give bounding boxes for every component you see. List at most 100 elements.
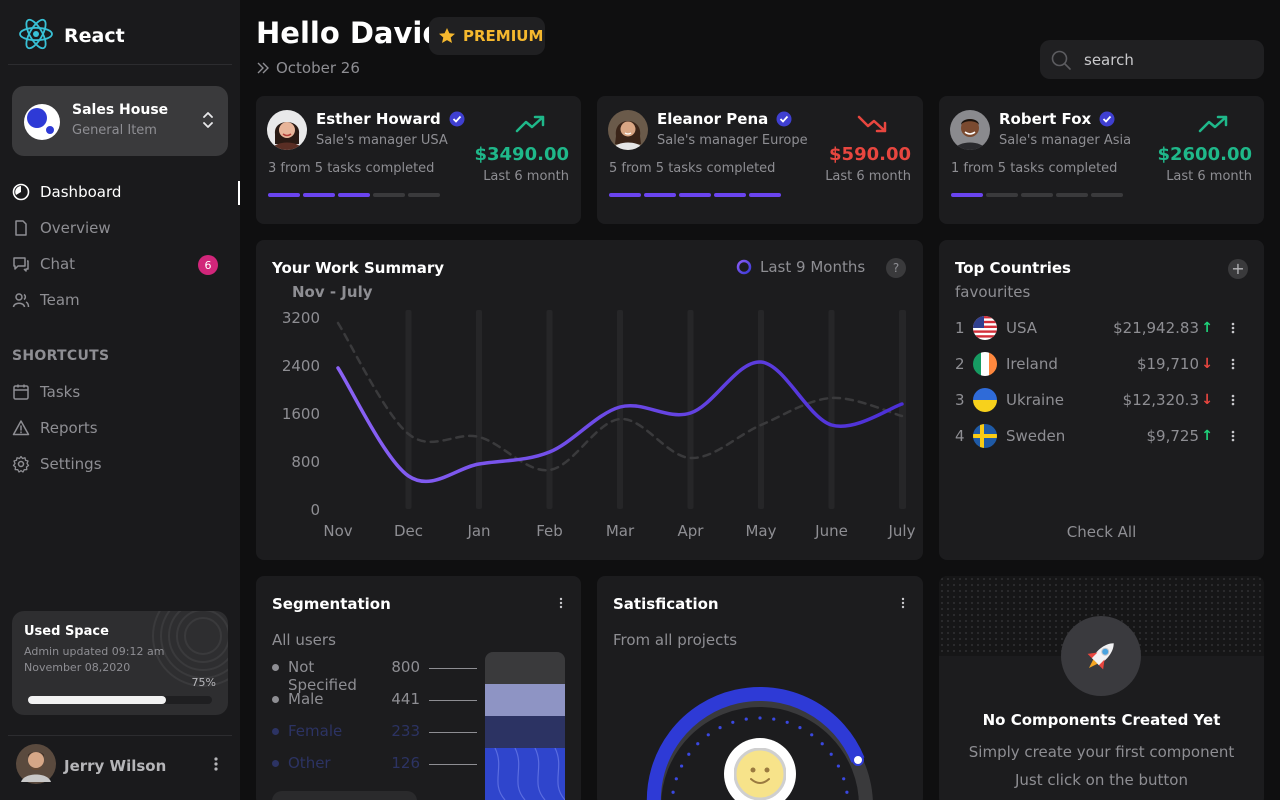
country-row[interactable]: 4 Sweden $9,725 ↑: [955, 424, 1251, 448]
country-rank: 3: [955, 391, 965, 409]
workspace-subtitle: General Item: [72, 123, 157, 138]
column-bar: [900, 310, 906, 509]
segment-connector: [429, 668, 477, 669]
gauge-dot: [836, 764, 841, 768]
user-profile[interactable]: Jerry Wilson: [16, 744, 166, 788]
sidebar-item-overview[interactable]: Overview: [12, 219, 111, 237]
gauge-dot: [798, 725, 802, 730]
more-vertical-icon[interactable]: [1231, 322, 1235, 334]
sidebar-item-settings[interactable]: Settings: [12, 455, 102, 473]
gauge-dot: [671, 790, 675, 794]
more-vertical-icon[interactable]: [559, 597, 563, 609]
segment-stack-bar: [485, 652, 565, 800]
premium-label: PREMIUM: [463, 27, 544, 45]
sidebar-item-chat[interactable]: Chat: [12, 255, 75, 273]
country-name: Ireland: [1006, 355, 1058, 373]
sidebar-item-label: Dashboard: [40, 183, 122, 201]
manager-card[interactable]: Esther Howard Sale's manager USA 3 from …: [256, 96, 581, 224]
smiley-icon: [734, 748, 786, 800]
used-space-progress: [28, 696, 212, 704]
sidebar-item-team[interactable]: Team: [12, 291, 80, 309]
check-all-link[interactable]: Check All: [1066, 523, 1137, 541]
country-name: USA: [1006, 319, 1038, 337]
country-row[interactable]: 1 USA $21,942.83 ↑: [955, 316, 1251, 340]
trend-down-icon: [857, 115, 887, 133]
x-tick-label: Nov: [323, 522, 352, 540]
y-tick-label: 0: [310, 501, 320, 519]
chevron-up-down-icon: [202, 110, 214, 134]
task-progress-segment: [1056, 193, 1088, 197]
add-button[interactable]: +: [1228, 259, 1248, 279]
empty-state-line: Just click on the button: [1015, 771, 1188, 789]
gauge-dot: [718, 725, 722, 730]
search-input[interactable]: [1084, 50, 1244, 69]
segment-connector: [429, 764, 477, 765]
sidebar-item-label: Chat: [40, 255, 76, 273]
manager-name-text: Eleanor Pena: [657, 110, 769, 128]
country-row[interactable]: 3 Ukraine $12,320.3 ↓: [955, 388, 1251, 412]
calendar-icon: [13, 384, 29, 400]
active-indicator: [238, 181, 240, 205]
segment-block-male: [485, 684, 565, 716]
search-box[interactable]: [1040, 40, 1264, 79]
manager-tasks: 1 from 5 tasks completed: [951, 161, 1118, 176]
column-bar: [758, 310, 764, 509]
x-tick-label: July: [888, 522, 916, 540]
work-summary-chart: 0 800 1600 2400 3200 Nov Dec Jan Feb Mar Apr May Jun…: [282, 309, 916, 540]
gauge-dot: [772, 717, 776, 721]
breadcrumb: October 26: [256, 59, 360, 77]
document-icon: [15, 220, 27, 236]
used-space-percent: 75%: [191, 676, 216, 689]
manager-card[interactable]: Eleanor Pena Sale's manager Europe 5 fro…: [597, 96, 923, 224]
used-space-progress-fill: [28, 696, 166, 704]
used-space-updated: Admin updated 09:12 am November 08,2020: [24, 644, 164, 676]
arrow-down-icon: ↓: [1201, 392, 1213, 408]
workspace-switcher[interactable]: Sales House General Item: [12, 86, 228, 156]
x-tick-label: June: [814, 522, 848, 540]
task-progress-segment: [951, 193, 983, 197]
series-line-0: [336, 360, 904, 484]
more-vertical-icon[interactable]: [1231, 358, 1235, 370]
manager-card[interactable]: Robert Fox Sale's manager Asia 1 from 5 …: [939, 96, 1264, 224]
more-vertical-icon[interactable]: [1231, 430, 1235, 442]
segment-label: Other: [288, 754, 331, 772]
segment-dot: [272, 696, 279, 703]
more-vertical-icon[interactable]: [1231, 394, 1235, 406]
country-row[interactable]: 2 Ireland $19,710 ↓: [955, 352, 1251, 376]
sidebar-item-reports[interactable]: Reports: [12, 419, 98, 437]
task-progress-segment: [338, 193, 370, 197]
verified-icon: [449, 111, 465, 127]
empty-state-title: No Components Created Yet: [982, 711, 1221, 729]
used-space-date: November 08,2020: [24, 661, 131, 674]
sidebar-item-label: Overview: [40, 219, 111, 237]
task-progress-segment: [679, 193, 711, 197]
sidebar-item-dashboard[interactable]: Dashboard: [12, 183, 121, 201]
more-vertical-icon[interactable]: [901, 597, 905, 609]
help-button[interactable]: ?: [886, 258, 906, 278]
manager-amount: $2600.00: [1157, 144, 1252, 165]
task-progress-segment: [644, 193, 676, 197]
manager-tasks: 3 from 5 tasks completed: [268, 161, 435, 176]
brand[interactable]: React: [18, 16, 125, 56]
sidebar: React Sales House General Item Dashboard…: [0, 0, 240, 800]
sweden-flag-icon: [973, 424, 997, 448]
sidebar-item-tasks[interactable]: Tasks: [12, 383, 80, 401]
y-tick-label: 3200: [282, 309, 320, 327]
more-vertical-icon[interactable]: [212, 756, 220, 776]
workspace-logo: [24, 104, 60, 140]
segment-value: 441: [391, 690, 420, 708]
manager-amount: $590.00: [829, 144, 911, 165]
manager-role: Sale's manager USA: [316, 133, 448, 148]
divider: [8, 64, 232, 65]
star-icon: [439, 28, 455, 43]
gauge-dot: [706, 733, 710, 737]
manager-name: Esther Howard: [316, 110, 465, 128]
used-space-card: Used Space Admin updated 09:12 am Novemb…: [12, 611, 228, 715]
segment-label: Male: [288, 690, 324, 708]
period-selector[interactable]: Last 9 Months: [736, 258, 865, 276]
segment-value: 233: [391, 722, 420, 740]
period-label: Last 9 Months: [760, 258, 866, 276]
country-rank: 2: [955, 355, 965, 373]
details-button[interactable]: [272, 791, 417, 800]
x-tick-label: Dec: [394, 522, 423, 540]
